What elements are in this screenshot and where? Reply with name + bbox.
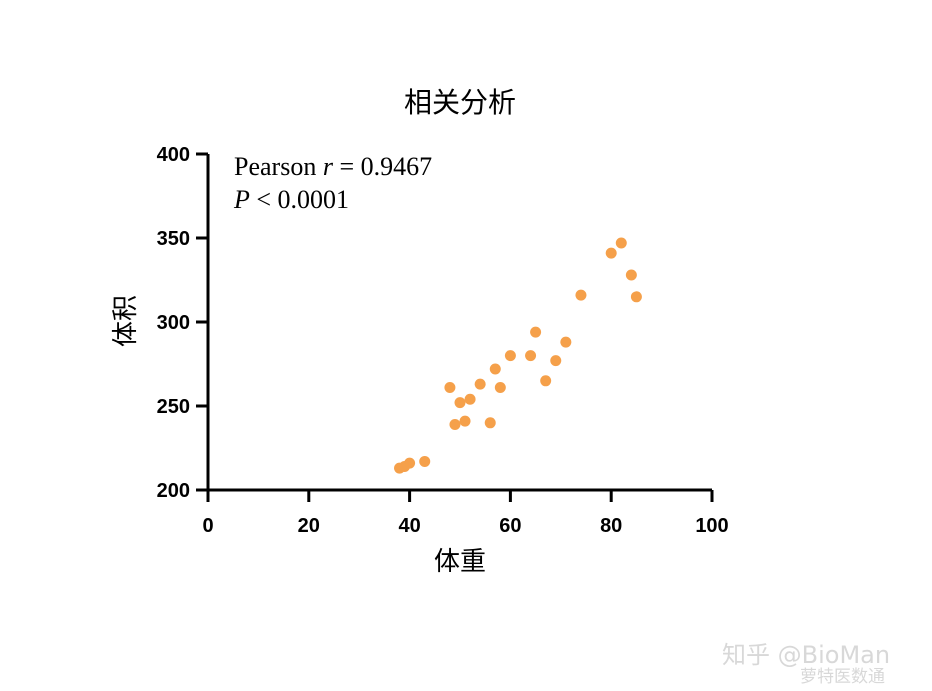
- data-point-10: [484, 417, 496, 429]
- x-tick-label-2: 40: [398, 515, 420, 537]
- data-point-19: [575, 289, 587, 301]
- annotation-r-variable: r: [323, 152, 334, 181]
- annotation-p-text: < 0.0001: [250, 185, 349, 214]
- y-axis-title: 体积: [111, 295, 141, 347]
- data-point-6: [454, 397, 466, 409]
- x-tick-label-5: 100: [695, 515, 728, 537]
- data-point-22: [625, 269, 637, 281]
- annotation-pearson-prefix: Pearson: [234, 152, 323, 181]
- annotation-pearson-value: = 0.9467: [333, 152, 432, 181]
- y-tick-label-1: 250: [157, 396, 190, 418]
- x-tick-label-1: 20: [298, 515, 320, 537]
- data-point-7: [459, 415, 471, 427]
- data-points: [394, 237, 642, 474]
- data-point-11: [489, 363, 501, 375]
- data-point-13: [504, 350, 516, 362]
- data-point-17: [550, 355, 562, 367]
- x-tick-label-0: 0: [202, 515, 213, 537]
- data-point-23: [630, 291, 642, 303]
- chart-title: 相关分析: [404, 86, 516, 119]
- data-point-21: [615, 237, 627, 249]
- data-point-16: [540, 375, 552, 387]
- data-point-5: [449, 418, 461, 430]
- data-point-4: [444, 382, 456, 394]
- y-tick-label-4: 400: [157, 144, 190, 166]
- data-point-9: [474, 378, 486, 390]
- watermark-sub-text: 萝特医数通: [800, 667, 885, 687]
- data-point-15: [530, 326, 542, 338]
- y-tick-label-3: 350: [157, 228, 190, 250]
- x-tick-label-3: 60: [499, 515, 521, 537]
- watermark-text: 知乎 @BioMan: [722, 641, 890, 669]
- data-point-2: [404, 457, 416, 469]
- data-point-14: [525, 350, 537, 362]
- annotation-pearson: Pearson r = 0.9467: [234, 152, 432, 181]
- y-tick-label-2: 300: [157, 312, 190, 334]
- data-point-12: [494, 382, 506, 394]
- data-point-18: [560, 336, 572, 348]
- data-point-3: [419, 455, 431, 467]
- data-point-8: [464, 393, 476, 405]
- watermark: 知乎 @BioMan 萝特医数通: [722, 641, 890, 687]
- x-axis-title: 体重: [434, 547, 486, 577]
- x-tick-label-4: 80: [600, 515, 622, 537]
- data-point-20: [605, 247, 617, 259]
- annotation-p-variable: P: [233, 185, 250, 214]
- axes: 0 20 40 60 80 100 200 250 300 350 400: [157, 144, 729, 537]
- annotation-p-value: P < 0.0001: [233, 185, 349, 214]
- y-tick-label-0: 200: [157, 480, 190, 502]
